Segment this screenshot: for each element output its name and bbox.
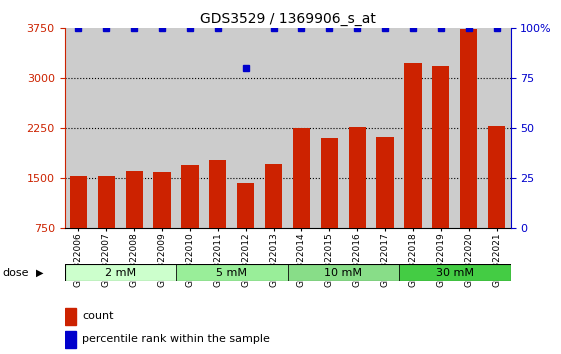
Bar [120, 28, 148, 228]
Bar [148, 28, 176, 228]
Bar [181, 165, 199, 228]
Bar [376, 137, 394, 228]
Bar [98, 176, 115, 228]
Bar [204, 28, 232, 228]
Bar [287, 264, 399, 281]
Text: 10 mM: 10 mM [324, 268, 362, 278]
Bar [315, 28, 343, 228]
Bar [176, 264, 288, 281]
Text: dose: dose [3, 268, 29, 278]
Bar [293, 128, 310, 228]
Bar [232, 28, 260, 228]
Bar [460, 29, 477, 228]
Bar [65, 308, 76, 325]
Bar [65, 264, 176, 281]
Bar [265, 164, 282, 228]
Bar [404, 63, 421, 228]
Text: 2 mM: 2 mM [105, 268, 136, 278]
Bar [427, 28, 455, 228]
Bar [93, 28, 120, 228]
Bar [126, 171, 143, 228]
Bar [348, 127, 366, 228]
Text: 5 mM: 5 mM [216, 268, 247, 278]
Bar [287, 28, 315, 228]
Bar [488, 126, 505, 228]
Bar [65, 331, 76, 348]
Bar [154, 172, 171, 228]
Bar [260, 28, 287, 228]
Bar [70, 176, 87, 228]
Text: ▶: ▶ [36, 268, 44, 278]
Bar [482, 28, 511, 228]
Bar [371, 28, 399, 228]
Bar [321, 138, 338, 228]
Bar [209, 160, 227, 228]
Bar [176, 28, 204, 228]
Bar [399, 264, 511, 281]
Text: 30 mM: 30 mM [436, 268, 473, 278]
Bar [237, 183, 254, 228]
Text: percentile rank within the sample: percentile rank within the sample [82, 335, 270, 344]
Bar [343, 28, 371, 228]
Text: count: count [82, 312, 114, 321]
Bar [432, 65, 449, 228]
Bar [65, 28, 93, 228]
Title: GDS3529 / 1369906_s_at: GDS3529 / 1369906_s_at [200, 12, 375, 26]
Bar [399, 28, 427, 228]
Bar [455, 28, 482, 228]
